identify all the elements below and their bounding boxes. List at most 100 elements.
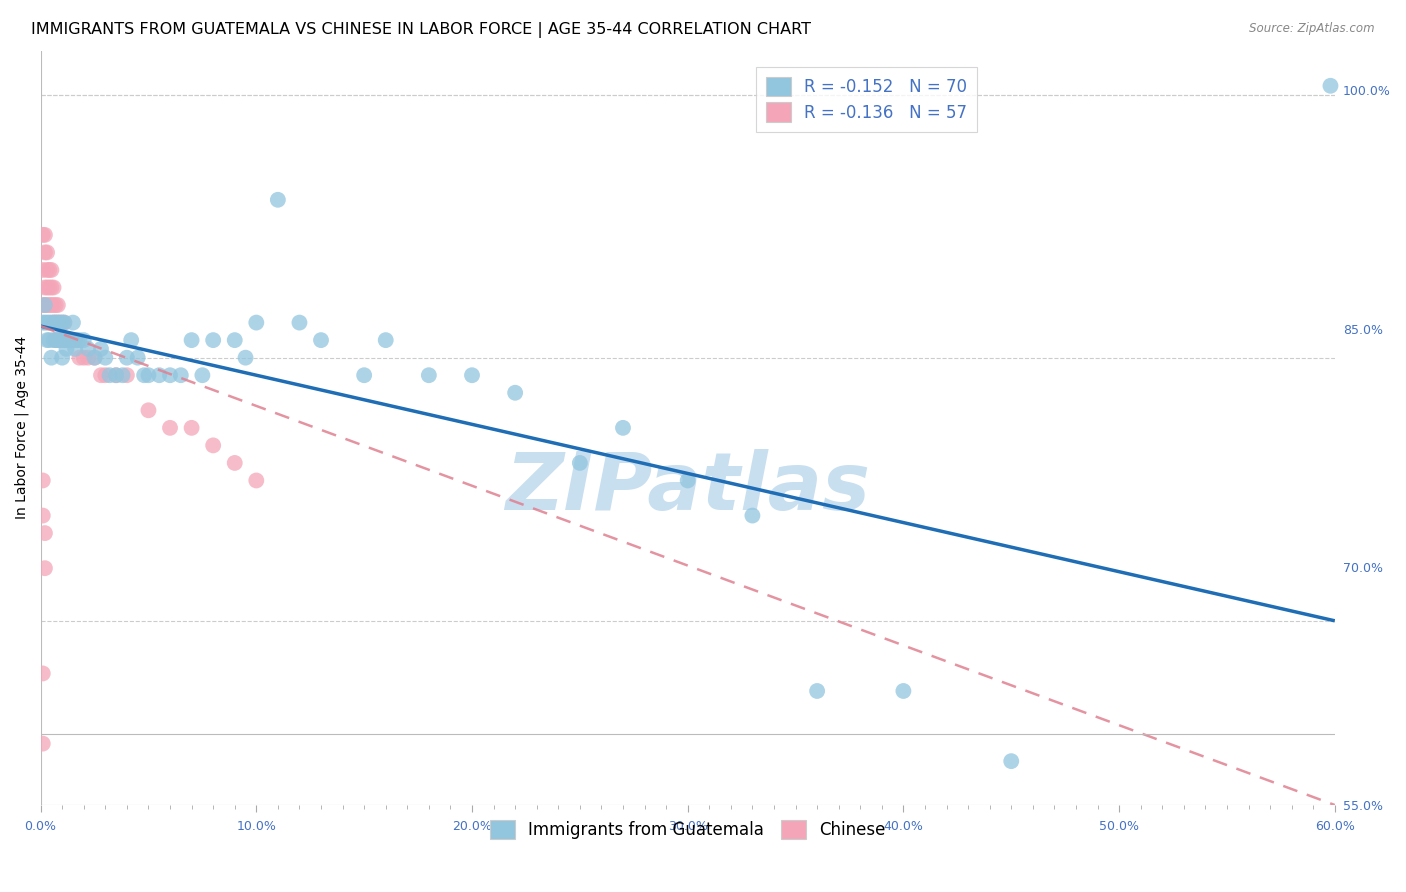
Point — [191, 368, 214, 383]
Point — [41, 316, 63, 330]
Point — [418, 368, 440, 383]
Point — [45, 333, 67, 347]
Point — [62, 316, 84, 330]
Point — [46, 333, 69, 347]
Point — [138, 368, 160, 383]
Point — [53, 333, 76, 347]
Point — [34, 316, 56, 330]
Point — [741, 508, 763, 523]
Point — [42, 298, 65, 312]
Point — [127, 351, 149, 365]
Point — [45, 316, 67, 330]
Legend: Immigrants from Guatemala, Chinese: Immigrants from Guatemala, Chinese — [484, 814, 893, 846]
Point — [503, 385, 526, 400]
Point — [138, 403, 160, 417]
Point — [1000, 754, 1022, 768]
Point — [51, 316, 73, 330]
Point — [111, 368, 134, 383]
Point — [38, 263, 60, 277]
Point — [90, 342, 112, 356]
Point — [34, 298, 56, 312]
Text: Source: ZipAtlas.com: Source: ZipAtlas.com — [1250, 22, 1375, 36]
Point — [38, 316, 60, 330]
Point — [41, 351, 63, 365]
Point — [1108, 859, 1130, 873]
Point — [115, 351, 138, 365]
Text: ZIPatlas: ZIPatlas — [505, 450, 870, 527]
Point — [170, 368, 193, 383]
Point — [46, 316, 69, 330]
Point — [35, 333, 58, 347]
Point — [42, 333, 65, 347]
Point — [35, 316, 58, 330]
Point — [46, 333, 69, 347]
Point — [120, 333, 142, 347]
Point — [45, 298, 67, 312]
Point — [38, 298, 60, 312]
Point — [77, 342, 100, 356]
Point — [31, 316, 53, 330]
Point — [46, 316, 69, 330]
Point — [806, 684, 828, 698]
Point — [49, 333, 72, 347]
Point — [245, 474, 267, 488]
Point — [51, 316, 73, 330]
Point — [94, 368, 117, 383]
Point — [55, 333, 77, 347]
Point — [90, 368, 112, 383]
Point — [94, 351, 117, 365]
Text: IMMIGRANTS FROM GUATEMALA VS CHINESE IN LABOR FORCE | AGE 35-44 CORRELATION CHAR: IMMIGRANTS FROM GUATEMALA VS CHINESE IN … — [31, 22, 811, 38]
Point — [612, 421, 634, 435]
Point — [73, 351, 96, 365]
Point — [83, 351, 105, 365]
Point — [224, 456, 246, 470]
Point — [35, 280, 58, 294]
Point — [235, 351, 257, 365]
Point — [180, 333, 202, 347]
Y-axis label: In Labor Force | Age 35-44: In Labor Force | Age 35-44 — [15, 336, 30, 519]
Point — [41, 263, 63, 277]
Point — [59, 333, 82, 347]
Point — [31, 666, 53, 681]
Point — [568, 456, 591, 470]
Point — [105, 368, 128, 383]
Point — [53, 316, 76, 330]
Point — [461, 368, 484, 383]
Point — [49, 316, 72, 330]
Point — [34, 280, 56, 294]
Point — [31, 737, 53, 751]
Point — [53, 333, 76, 347]
Point — [83, 351, 105, 365]
Point — [202, 438, 225, 452]
Point — [35, 298, 58, 312]
Point — [41, 280, 63, 294]
Point — [38, 280, 60, 294]
Point — [353, 368, 375, 383]
Point — [73, 333, 96, 347]
Point — [31, 263, 53, 277]
Point — [115, 368, 138, 383]
Point — [105, 368, 128, 383]
Point — [374, 333, 396, 347]
Point — [53, 316, 76, 330]
Point — [267, 193, 290, 207]
Point — [51, 333, 73, 347]
Point — [62, 333, 84, 347]
Point — [49, 333, 72, 347]
Point — [31, 227, 53, 242]
Point — [77, 351, 100, 365]
Point — [134, 368, 156, 383]
Point — [63, 342, 86, 356]
Point — [893, 684, 915, 698]
Point — [55, 333, 77, 347]
Point — [159, 368, 181, 383]
Point — [34, 526, 56, 541]
Point — [1319, 78, 1341, 93]
Point — [34, 561, 56, 575]
Point — [66, 333, 89, 347]
Point — [35, 263, 58, 277]
Point — [41, 298, 63, 312]
Point — [148, 368, 170, 383]
Point — [46, 298, 69, 312]
Point — [31, 474, 53, 488]
